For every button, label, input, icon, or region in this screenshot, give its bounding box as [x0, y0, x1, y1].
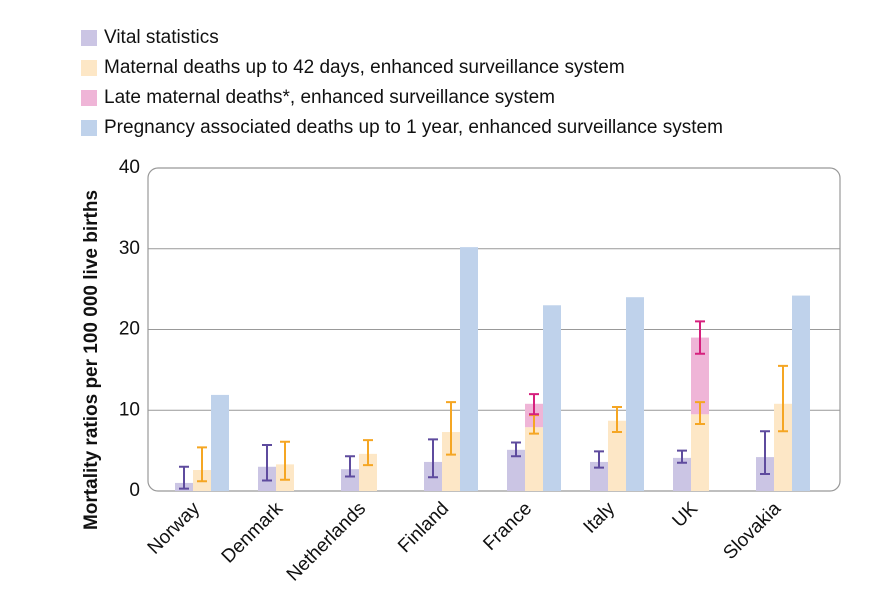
error-bar [760, 430, 770, 476]
x-tick-label: UK [669, 498, 703, 532]
y-tick-label: 0 [129, 480, 140, 501]
x-tick-label: Italy [580, 498, 620, 538]
bar [673, 457, 691, 491]
x-tick-label: Netherlands [283, 498, 370, 585]
error-bar [612, 406, 622, 434]
error-bar [280, 440, 290, 481]
bar [211, 394, 229, 491]
error-bar [695, 320, 705, 355]
error-bar [778, 364, 788, 433]
error-bar [428, 438, 438, 479]
bar [792, 295, 810, 491]
bar [543, 305, 561, 491]
x-tick-label: Denmark [218, 498, 288, 568]
bar [608, 420, 626, 491]
x-tick-label: Norway [144, 498, 205, 559]
legend-swatch [81, 120, 97, 136]
bar [460, 247, 478, 491]
y-tick-label: 40 [119, 157, 140, 178]
y-axis-title: Mortality ratios per 100 000 live births [81, 190, 102, 530]
bar [590, 461, 608, 491]
bar [691, 414, 709, 491]
x-tick-label: Slovakia [719, 498, 785, 564]
bar [442, 432, 460, 491]
error-bar [594, 450, 604, 469]
error-bar [529, 393, 539, 416]
error-bar [677, 449, 687, 464]
error-bar [262, 443, 272, 482]
bar [507, 449, 525, 491]
bar [774, 403, 792, 491]
y-tick-label: 30 [119, 238, 140, 259]
bar [626, 297, 644, 491]
error-bar [345, 455, 355, 478]
error-bar [363, 439, 373, 467]
bar [525, 427, 543, 491]
error-bar [197, 446, 207, 483]
error-bar [446, 401, 456, 456]
bar [341, 469, 359, 491]
error-bar [695, 401, 705, 425]
bar [691, 337, 709, 415]
legend-label: Late maternal deaths*, enhanced surveill… [104, 87, 555, 108]
y-tick-label: 10 [119, 399, 140, 420]
error-bar [511, 441, 521, 458]
legend-swatch [81, 30, 97, 46]
legend-swatch [81, 60, 97, 76]
x-tick-label: France [479, 498, 536, 555]
legend-swatch [81, 90, 97, 106]
y-tick-label: 20 [119, 319, 140, 340]
bar [359, 453, 377, 491]
error-bar [179, 465, 189, 490]
legend-label: Pregnancy associated deaths up to 1 year… [104, 117, 723, 138]
legend-label: Vital statistics [104, 27, 219, 48]
legend-label: Maternal deaths up to 42 days, enhanced … [104, 57, 625, 78]
x-tick-label: Finland [394, 498, 453, 557]
